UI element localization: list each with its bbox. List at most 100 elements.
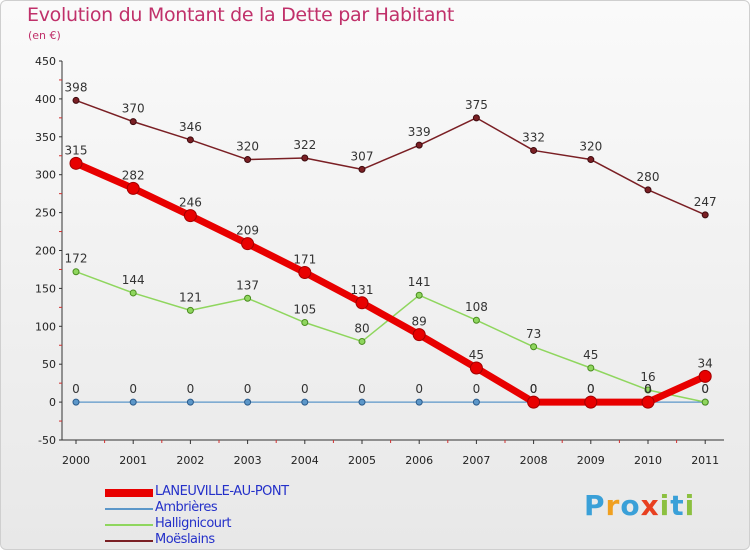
data-label: 0 [415, 382, 423, 396]
logo-letter: t [670, 489, 685, 522]
data-point [472, 114, 480, 122]
data-label: 282 [122, 168, 145, 182]
data-label: 398 [65, 80, 88, 94]
data-point [641, 395, 655, 409]
data-label: 247 [694, 195, 717, 209]
unit-label: (en €) [28, 29, 61, 42]
data-label: 137 [236, 278, 259, 292]
data-point [126, 181, 140, 195]
data-point [301, 154, 309, 162]
y-tick-label: -50 [38, 434, 56, 447]
legend-label: LANEUVILLE-AU-PONT [155, 484, 289, 499]
data-label: 332 [522, 130, 545, 144]
y-tick-label: 350 [35, 131, 56, 144]
data-label: 73 [526, 327, 541, 341]
x-tick-label: 2007 [462, 454, 490, 467]
data-label: 0 [530, 382, 538, 396]
legend-label: Moëslains [155, 532, 215, 547]
data-point [244, 398, 252, 406]
legend-swatch [105, 508, 153, 510]
data-point [69, 156, 83, 170]
legend-swatch [105, 489, 153, 497]
data-point [472, 398, 480, 406]
data-label: 339 [408, 125, 431, 139]
x-tick-label: 2004 [291, 454, 319, 467]
data-point [587, 156, 595, 164]
y-tick-label: 300 [35, 169, 56, 182]
data-label: 80 [354, 321, 369, 335]
x-tick-label: 2005 [348, 454, 376, 467]
y-tick-label: 200 [35, 245, 56, 258]
data-label: 172 [65, 252, 88, 266]
data-point [72, 398, 80, 406]
x-tick-label: 2009 [577, 454, 605, 467]
data-label: 280 [637, 170, 660, 184]
data-point [415, 398, 423, 406]
data-label: 0 [187, 382, 195, 396]
data-label: 108 [465, 300, 488, 314]
x-tick-label: 2001 [119, 454, 147, 467]
y-tick-label: 250 [35, 207, 56, 220]
data-label: 370 [122, 102, 145, 116]
data-point [698, 369, 712, 383]
data-label: 45 [583, 348, 598, 362]
data-point [530, 343, 538, 351]
legend-label: Ambrières [155, 500, 218, 515]
data-point [472, 316, 480, 324]
data-point [412, 328, 426, 342]
data-label: 0 [301, 382, 309, 396]
legend-swatch [105, 540, 153, 542]
x-tick-label: 2011 [691, 454, 719, 467]
data-point [644, 186, 652, 194]
data-label: 315 [65, 143, 88, 157]
logo-letter: i [659, 489, 671, 522]
y-tick-label: 400 [35, 93, 56, 106]
data-point [415, 291, 423, 299]
data-point [358, 165, 366, 173]
x-tick-label: 2002 [176, 454, 204, 467]
data-label: 144 [122, 273, 145, 287]
logo-letter: r [605, 489, 621, 522]
data-point [129, 118, 137, 126]
y-tick-label: 450 [35, 55, 56, 68]
data-label: 105 [293, 303, 316, 317]
x-tick-label: 2006 [405, 454, 433, 467]
data-point [129, 289, 137, 297]
data-label: 0 [701, 382, 709, 396]
data-point [72, 96, 80, 104]
data-label: 0 [530, 382, 538, 396]
data-label: 131 [351, 283, 374, 297]
data-point [701, 398, 709, 406]
data-label: 0 [129, 382, 137, 396]
data-point [72, 268, 80, 276]
data-label: 45 [469, 348, 484, 362]
data-point [469, 361, 483, 375]
series-line-2 [75, 270, 706, 403]
logo-letter: i [684, 489, 696, 522]
data-point [186, 136, 194, 144]
data-label: 121 [179, 290, 202, 304]
x-tick-label: 2003 [234, 454, 262, 467]
data-point [701, 211, 709, 219]
data-point [358, 337, 366, 345]
data-label: 320 [236, 140, 259, 154]
data-label: 307 [351, 149, 374, 163]
data-point [644, 386, 652, 394]
y-tick-label: 100 [35, 320, 56, 333]
data-label: 0 [72, 382, 80, 396]
series-line-3 [75, 99, 706, 216]
logo-letter: x [640, 489, 660, 522]
data-label: 346 [179, 120, 202, 134]
x-tick-label: 2000 [62, 454, 90, 467]
y-tick-label: 50 [42, 358, 56, 371]
data-label: 320 [579, 140, 602, 154]
x-tick-label: 2010 [634, 454, 662, 467]
data-label: 246 [179, 196, 202, 210]
data-label: 0 [587, 382, 595, 396]
data-point [298, 265, 312, 279]
data-label: 0 [644, 382, 652, 396]
data-label: 171 [293, 252, 316, 266]
data-label: 0 [587, 382, 595, 396]
